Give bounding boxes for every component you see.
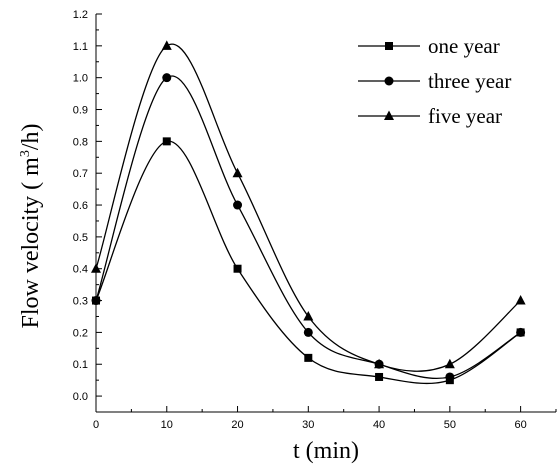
series-line-five-year — [95, 43, 522, 372]
data-point-five-year — [515, 295, 526, 305]
x-tick-label: 60 — [514, 419, 526, 431]
y-tick-label: 1.1 — [73, 41, 88, 53]
legend-label: three year — [428, 69, 511, 93]
x-tick-label: 50 — [444, 419, 456, 431]
series-line-three-year — [95, 75, 521, 380]
x-tick-label: 0 — [93, 419, 99, 431]
y-tick-label: 0.8 — [73, 136, 88, 148]
y-tick-label: 1.2 — [73, 9, 88, 21]
data-point-five-year — [374, 358, 385, 369]
legend-label: five year — [428, 104, 502, 128]
x-axis-title: t (min) — [293, 438, 359, 464]
x-tick-label: 20 — [231, 419, 243, 431]
y-tick-label: 0.4 — [73, 264, 88, 276]
data-point-five-year — [232, 167, 243, 178]
y-axis-title-main: Flow velocity ( m — [18, 157, 44, 329]
y-tick-label: 0.5 — [73, 232, 88, 244]
y-axis-title: Flow velocity ( m3/h) — [18, 124, 44, 329]
data-point-three-year — [91, 296, 101, 306]
y-tick-label: 0.1 — [73, 359, 88, 371]
y-tick-label: 0.3 — [73, 296, 88, 308]
data-point-three-year — [162, 73, 172, 83]
legend-item-three-year: three year — [358, 69, 511, 93]
legend-item-five-year: five year — [358, 104, 502, 128]
legend-marker-one-year — [385, 42, 393, 50]
x-tick-label: 30 — [302, 419, 314, 431]
data-point-one-year — [304, 353, 313, 362]
data-point-three-year — [445, 372, 455, 382]
y-tick-label: 0.7 — [73, 168, 88, 180]
series-one-year — [92, 137, 525, 385]
data-point-five-year — [303, 310, 314, 321]
y-axis-title-tail: /h) — [18, 124, 44, 151]
series-layer — [91, 40, 526, 385]
y-axis-ticks: 0.0 0.1 0.2 0.3 0.4 0.5 0.6 0.7 0.8 0.9 1.0 1.1 1.2 — [73, 9, 102, 403]
data-point-five-year — [91, 263, 101, 273]
data-point-three-year — [516, 327, 526, 337]
data-point-one-year — [233, 264, 242, 273]
legend-label: one year — [428, 34, 500, 58]
data-point-five-year — [444, 358, 455, 369]
legend-marker-three-year — [384, 76, 394, 86]
x-tick-label: 10 — [161, 419, 173, 431]
y-tick-label: 0.2 — [73, 327, 88, 339]
series-three-year — [91, 73, 526, 382]
y-tick-label: 0.6 — [73, 200, 88, 212]
y-tick-label: 1.0 — [73, 73, 88, 85]
plot-area — [95, 14, 556, 413]
series-five-year — [91, 40, 526, 372]
legend-marker-five-year — [384, 110, 394, 120]
x-axis-ticks: 0 10 20 30 40 50 60 — [93, 406, 557, 431]
legend: one year three year five year — [358, 34, 511, 128]
data-point-three-year — [303, 327, 313, 337]
y-tick-label: 0.9 — [73, 105, 88, 117]
data-point-one-year — [375, 372, 384, 381]
y-axis-title-superscript: 3 — [18, 150, 33, 157]
data-point-three-year — [233, 200, 243, 210]
data-point-one-year — [162, 137, 171, 146]
x-tick-label: 40 — [373, 419, 385, 431]
series-line-one-year — [95, 140, 521, 385]
y-tick-label: 0.0 — [73, 391, 88, 403]
legend-item-one-year: one year — [358, 34, 500, 58]
data-point-five-year — [161, 40, 172, 50]
